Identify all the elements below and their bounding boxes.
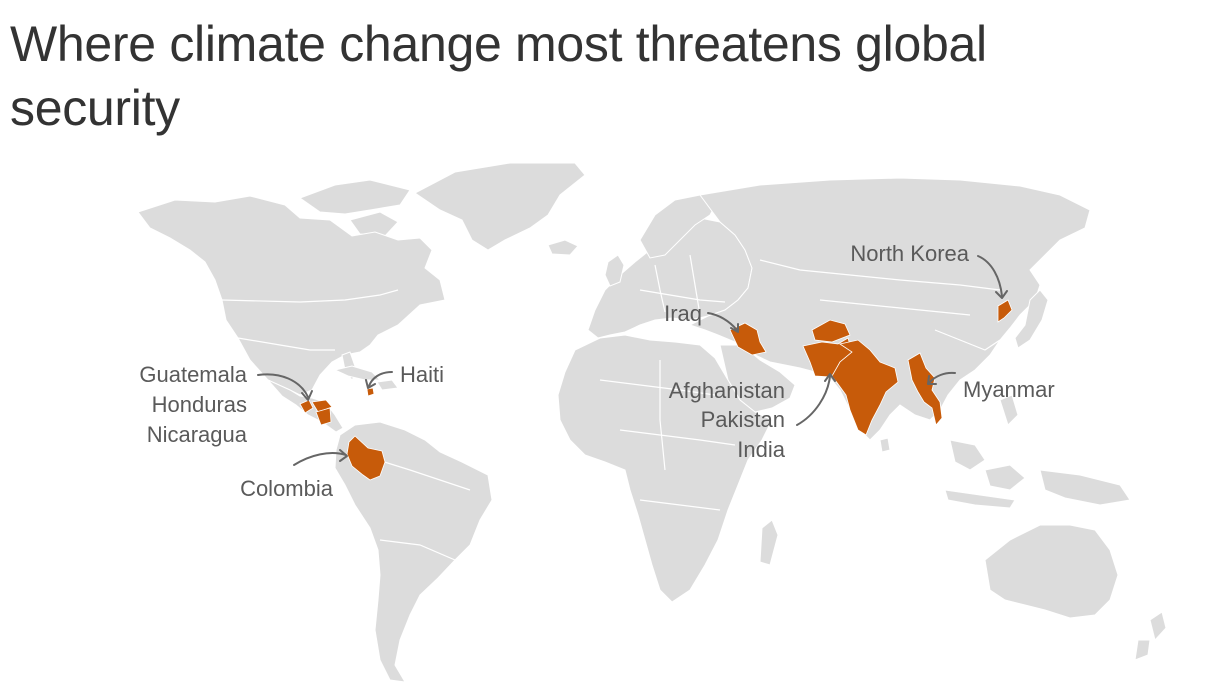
page-title: Where climate change most threatens glob… bbox=[10, 16, 987, 136]
label-myanmar: Myanmar bbox=[963, 377, 1055, 402]
country-nicaragua bbox=[315, 407, 332, 426]
se-asia-islands bbox=[949, 439, 986, 471]
arrow-central-america bbox=[257, 373, 309, 398]
arrow-north-korea bbox=[977, 255, 1003, 297]
country-colombia bbox=[346, 435, 386, 481]
country-haiti bbox=[366, 387, 375, 397]
label-north-korea: North Korea bbox=[850, 241, 969, 266]
label-pakistan: Pakistan bbox=[701, 407, 785, 432]
country-honduras bbox=[311, 399, 333, 413]
land-layer bbox=[137, 162, 1167, 683]
callout-arrows bbox=[257, 255, 1008, 466]
madagascar bbox=[759, 519, 779, 566]
label-haiti: Haiti bbox=[400, 362, 444, 387]
label-nicaragua: Nicaragua bbox=[147, 422, 248, 447]
arrow-colombia bbox=[293, 452, 347, 466]
arrow-south-asia bbox=[796, 375, 831, 426]
arrow-iraq bbox=[707, 312, 738, 331]
country-north-korea bbox=[997, 299, 1013, 323]
country-borders bbox=[221, 254, 1001, 561]
country-myanmar bbox=[907, 352, 943, 426]
highlighted-countries bbox=[299, 299, 1013, 481]
south-america bbox=[334, 421, 493, 683]
label-afghanistan: Afghanistan bbox=[669, 378, 785, 403]
uk bbox=[604, 254, 625, 287]
asia bbox=[688, 177, 1091, 441]
iceland bbox=[547, 239, 579, 256]
label-colombia: Colombia bbox=[240, 476, 334, 501]
australia bbox=[984, 524, 1119, 619]
label-iraq: Iraq bbox=[664, 301, 702, 326]
greenland bbox=[414, 162, 586, 251]
label-india: India bbox=[737, 437, 785, 462]
country-guatemala bbox=[299, 399, 314, 414]
country-afghanistan bbox=[811, 319, 851, 343]
country-labels: Guatemala Honduras Nicaragua Haiti Colom… bbox=[139, 241, 1054, 501]
country-india bbox=[831, 339, 899, 436]
label-guatemala: Guatemala bbox=[139, 362, 247, 387]
scandinavia bbox=[639, 194, 719, 259]
japan bbox=[1014, 289, 1049, 349]
label-honduras: Honduras bbox=[152, 392, 247, 417]
arctic-islands bbox=[298, 179, 411, 215]
arrow-haiti bbox=[368, 371, 393, 387]
arrow-myanmar bbox=[928, 371, 956, 384]
new-zealand bbox=[1149, 611, 1167, 642]
cuba bbox=[333, 365, 382, 381]
